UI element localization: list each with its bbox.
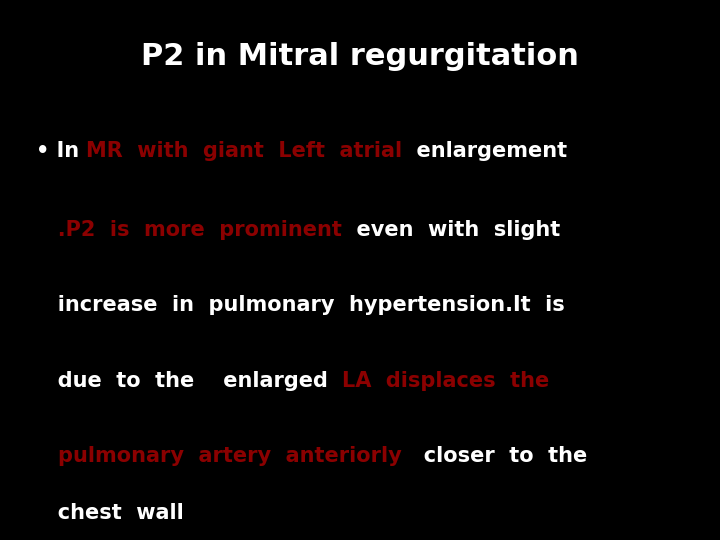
- Text: • In: • In: [36, 141, 86, 161]
- Text: MR  with  giant  Left  atrial: MR with giant Left atrial: [86, 141, 402, 161]
- Text: .P2  is  more  prominent: .P2 is more prominent: [36, 219, 342, 240]
- Text: LA  displaces  the: LA displaces the: [343, 370, 549, 391]
- Text: closer  to  the: closer to the: [402, 446, 587, 467]
- Text: enlargement: enlargement: [402, 141, 567, 161]
- Text: due  to  the    enlarged: due to the enlarged: [36, 370, 343, 391]
- Text: chest  wall: chest wall: [36, 503, 184, 523]
- Text: increase  in  pulmonary  hypertension.It  is: increase in pulmonary hypertension.It is: [36, 295, 564, 315]
- Text: pulmonary  artery  anteriorly: pulmonary artery anteriorly: [58, 446, 402, 467]
- Text: even  with  slight: even with slight: [342, 219, 560, 240]
- Text: P2 in Mitral regurgitation: P2 in Mitral regurgitation: [141, 42, 579, 71]
